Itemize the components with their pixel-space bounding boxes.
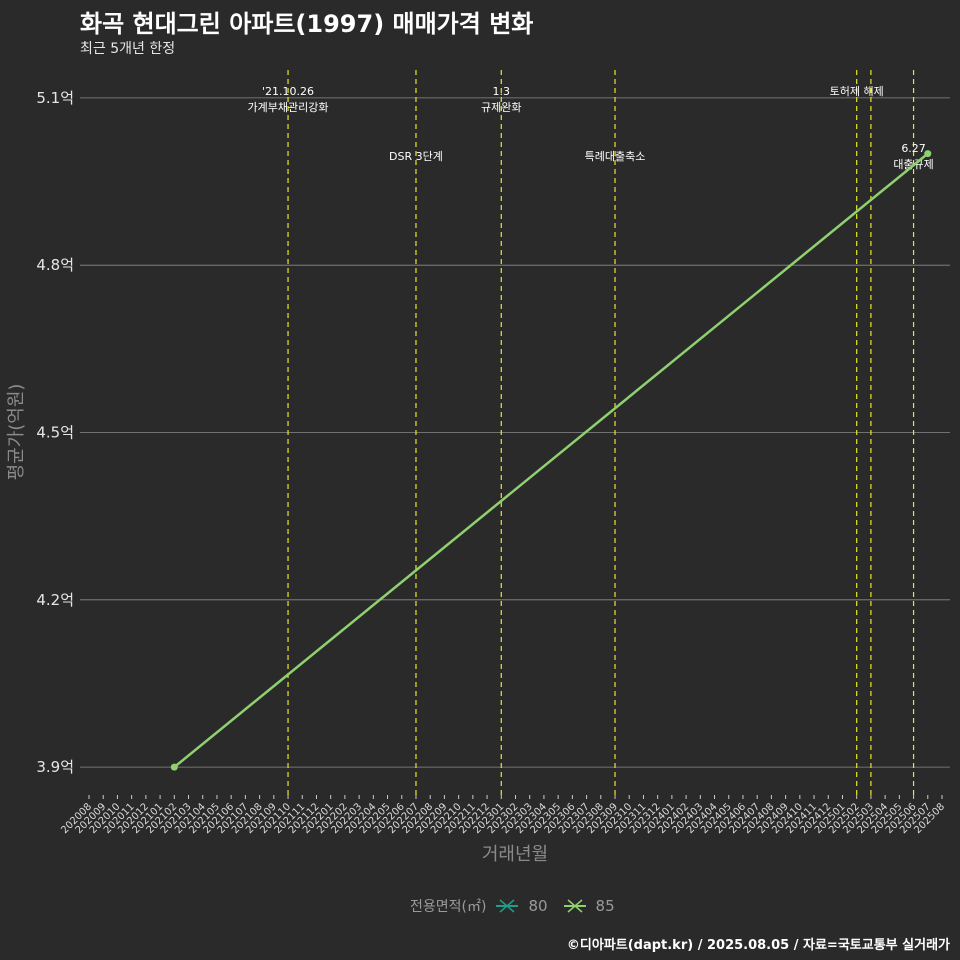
event-label: '21.10.26: [262, 85, 314, 98]
legend-key-85: [562, 896, 588, 916]
x-axis-title: 거래년월: [482, 844, 548, 865]
legend-title: 전용면적(㎡): [410, 899, 487, 915]
event-label: DSR 3단계: [389, 150, 443, 163]
y-tick-label: 4.5억: [36, 424, 74, 442]
data-point: [924, 150, 932, 158]
source-caption: ©디아파트(dapt.kr) / 2025.08.05 / 자료=국토교통부 실…: [566, 938, 950, 953]
event-label: 가계부채관리강화: [248, 101, 329, 114]
legend: 전용면적(㎡) 80 85: [410, 896, 621, 916]
event-label: 1.3: [493, 85, 511, 98]
y-axis-title: 평균가(억원): [6, 384, 27, 481]
y-tick-label: 5.1억: [36, 89, 74, 107]
legend-key-80: [494, 896, 520, 916]
legend-label-85: 85: [595, 897, 615, 915]
chart-title: 화곡 현대그린 아파트(1997) 매매가격 변화: [80, 10, 534, 38]
event-label: 규제완화: [481, 101, 521, 114]
event-label: 토허제 해제: [830, 84, 884, 98]
y-tick-label: 4.2억: [36, 591, 74, 609]
event-label: 6.27: [901, 142, 926, 155]
chart-subtitle: 최근 5개년 한정: [80, 41, 176, 57]
data-point: [170, 763, 178, 771]
legend-label-80: 80: [528, 897, 548, 915]
y-tick-label: 4.8억: [36, 256, 74, 274]
event-label: 특례대출축소: [585, 150, 646, 163]
y-tick-label: 3.9억: [36, 758, 74, 776]
series-line-85: [173, 152, 929, 769]
